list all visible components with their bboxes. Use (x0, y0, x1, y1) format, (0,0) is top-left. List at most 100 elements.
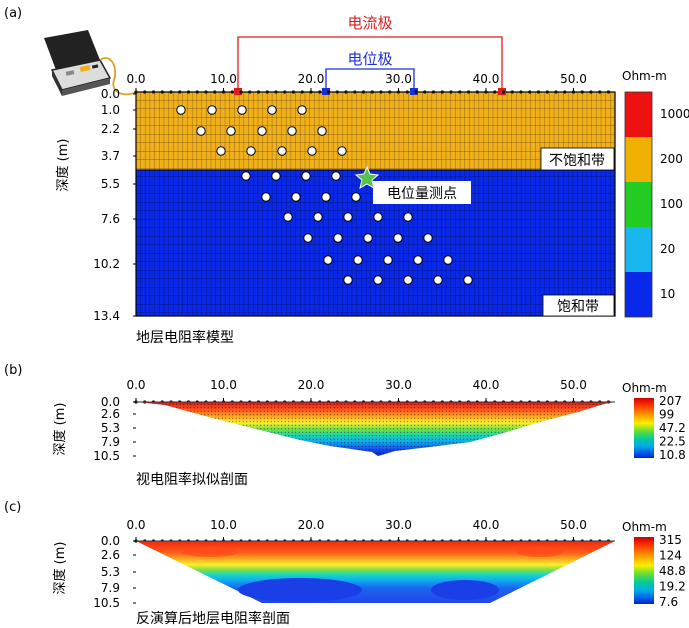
colorbar-tick-label: 20 (660, 242, 675, 256)
datum-point (196, 126, 206, 136)
datum-point (393, 233, 403, 243)
unsaturated-zone-label: 不饱和带 (549, 153, 605, 169)
electrode-dot (186, 90, 191, 94)
colorbar-segment (625, 182, 652, 227)
y-tick-label: 7.9 (101, 581, 120, 595)
electrode-dot (563, 90, 567, 94)
panel-c-colorbar-unit: Ohm-m (622, 520, 667, 534)
panel-b-ylabel: 深度 (m) (52, 403, 68, 456)
colorbar-tick-label: 22.5 (659, 435, 686, 449)
electrode-dot (230, 90, 234, 94)
panel-c-caption: 反演算后地层电阻率剖面 (136, 610, 290, 627)
electrode-dot (370, 90, 374, 94)
current-electrode-connector (237, 36, 503, 92)
unsaturated-label-box (540, 147, 615, 171)
colorbar-tick-label: 19.2 (659, 580, 686, 594)
y-tick-label: 1.0 (101, 103, 120, 117)
datum-point (363, 233, 373, 243)
datum-point (413, 255, 423, 265)
measurement-point-star (354, 165, 380, 190)
y-tick-label: 10.5 (93, 596, 120, 610)
x-tick-label: 50.0 (560, 72, 587, 86)
electrode-dot (466, 90, 471, 94)
electrode-dot (318, 90, 322, 94)
electrode-dot (589, 90, 593, 94)
electrode-dot (300, 90, 304, 94)
datum-point (307, 146, 317, 156)
panel-c-label: (c) (4, 500, 21, 515)
x-tick-label: 0.0 (126, 518, 145, 532)
potential-electrode-right (410, 88, 418, 95)
x-tick-label: 20.0 (298, 72, 325, 86)
y-tick-label: 5.3 (101, 421, 120, 435)
y-tick-label: 5.5 (101, 177, 120, 191)
datum-point (373, 275, 383, 285)
colorbar-tick-label: 100 (660, 197, 683, 211)
colorbar-tick-label: 10.8 (659, 448, 686, 462)
panel-a-label: (a) (4, 6, 22, 21)
panel-c-y-axis: 0.02.6 5.3 7.910.5 (93, 534, 136, 610)
y-tick-label: 2.6 (101, 548, 120, 562)
panel-b-label: (b) (4, 363, 22, 378)
y-tick-label: 2.6 (101, 407, 120, 421)
datum-point (241, 171, 251, 181)
y-tick-label: 3.7 (101, 149, 120, 163)
y-tick-label: 7.6 (101, 212, 120, 226)
electrode-dot (449, 90, 453, 94)
electrode-dot (414, 90, 418, 94)
model-frame (135, 91, 616, 317)
y-tick-label: 5.3 (101, 565, 120, 579)
datum-point (313, 212, 323, 222)
x-tick-label: 40.0 (473, 72, 500, 86)
panel-c-x-axis: 0.0 10.0 20.0 30.0 40.0 50.0 (126, 518, 611, 543)
electrode-dot (353, 90, 357, 94)
electrode-dot (143, 90, 147, 94)
electrode-dot (475, 90, 479, 94)
datum-point (343, 275, 353, 285)
datum-point (337, 146, 347, 156)
electrode-dot (405, 90, 409, 94)
datum-point (343, 212, 353, 222)
electrode-dot (598, 90, 602, 94)
panel-c-colorbar (634, 537, 654, 604)
inverted-section (136, 540, 615, 603)
datum-point (383, 255, 393, 265)
datum-point (261, 192, 271, 202)
electrode-dot (536, 90, 541, 94)
colorbar-tick-label: 48.8 (659, 564, 686, 578)
y-tick-label: 0.0 (101, 87, 120, 101)
electrode-dot (580, 90, 584, 94)
y-tick-label: 0.0 (101, 395, 120, 409)
electrode-dot (344, 90, 348, 94)
x-tick-label: 50.0 (560, 518, 587, 532)
electrode-dot (309, 90, 313, 94)
electrode-dot (134, 90, 138, 94)
colorbar-tick-label: 1000 (660, 107, 689, 121)
x-tick-label: 0.0 (126, 378, 145, 392)
datum-point (226, 126, 236, 136)
y-tick-label: 0.0 (101, 534, 120, 548)
electrode-dot (519, 90, 523, 94)
panel-b-colorbar (634, 398, 654, 458)
datum-point (403, 212, 413, 222)
datum-point (216, 146, 226, 156)
datum-point (353, 255, 363, 265)
electrode-dot (431, 90, 436, 94)
colorbar-segment (625, 272, 652, 317)
datum-point (207, 105, 217, 115)
panel-b-x-axis: 0.0 10.0 20.0 30.0 40.0 50.0 (126, 378, 611, 404)
datum-point (291, 192, 301, 202)
colorbar-tick-label: 99 (659, 408, 674, 422)
datum-point (403, 275, 413, 285)
electrode-dot (160, 90, 164, 94)
panel-a-x-axis: 0.0 10.0 20.0 30.0 40.0 50.0 (126, 72, 611, 94)
datum-point (463, 275, 473, 285)
colorbar-tick-label: 7.6 (659, 595, 678, 609)
panel-c-ylabel: 深度 (m) (52, 542, 68, 595)
datum-point (317, 126, 327, 136)
datum-point (303, 233, 313, 243)
electrode-dot (484, 90, 488, 94)
electrode-dot (335, 90, 339, 94)
